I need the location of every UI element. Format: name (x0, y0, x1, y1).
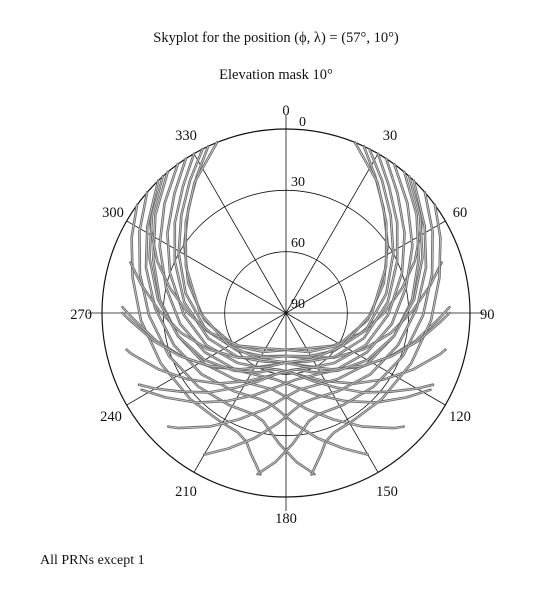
satellite-track-core-15 (168, 171, 420, 429)
satellite-track-core-17 (257, 192, 433, 475)
axis-labels: 0 30 60 90 120 150 180 210 240 270 300 330 0 30 60 90 (70, 103, 494, 527)
satellite-track-core-21 (149, 176, 434, 393)
azimuth-label-150: 150 (376, 484, 398, 500)
satellite-track-core-16 (204, 180, 427, 455)
azimuth-label-180: 180 (275, 511, 297, 527)
chart-caption: All PRNs except 1 (40, 553, 145, 568)
satellite-track-core-7 (145, 180, 368, 455)
azimuth-label-270: 270 (70, 307, 92, 323)
azimuth-label-90: 90 (480, 307, 495, 323)
azimuth-spoke-120 (285, 312, 446, 406)
azimuth-label-210: 210 (175, 484, 197, 500)
azimuth-label-300: 300 (102, 205, 124, 221)
satellite-track-core-5 (159, 163, 431, 403)
chart-title: Skyplot for the position (ϕ, λ) = (57°, … (153, 30, 399, 46)
satellite-track-core-20 (122, 142, 387, 370)
satellite-track-core-9 (131, 204, 261, 475)
satellite-track-core-22 (138, 176, 423, 393)
satellite-track-17 (256, 191, 434, 476)
satellite-track-5 (158, 162, 432, 404)
azimuth-label-240: 240 (100, 409, 122, 425)
elevation-label-60: 60 (291, 236, 305, 251)
azimuth-label-330: 330 (175, 128, 197, 144)
satellite-track-core-6 (152, 171, 404, 429)
chart-subtitle: Elevation mask 10° (219, 67, 333, 83)
elevation-label-0: 0 (299, 115, 306, 130)
satellite-track-14 (140, 162, 414, 404)
satellite-tracks (121, 141, 451, 476)
azimuth-spoke-330 (193, 153, 287, 314)
azimuth-label-120: 120 (449, 409, 471, 425)
satellite-track-core-14 (141, 163, 413, 403)
satellite-track-core-18 (311, 204, 441, 475)
azimuth-label-30: 30 (383, 128, 398, 144)
azimuth-spoke-240 (126, 312, 287, 406)
satellite-track-core-19 (185, 142, 450, 370)
elevation-label-30: 30 (291, 175, 305, 190)
satellite-track-core-8 (139, 192, 315, 475)
azimuth-label-0: 0 (282, 103, 289, 119)
satellite-track-8 (138, 191, 316, 476)
azimuth-spoke-30 (285, 153, 379, 314)
elevation-label-90: 90 (291, 297, 305, 312)
azimuth-label-60: 60 (453, 205, 468, 221)
